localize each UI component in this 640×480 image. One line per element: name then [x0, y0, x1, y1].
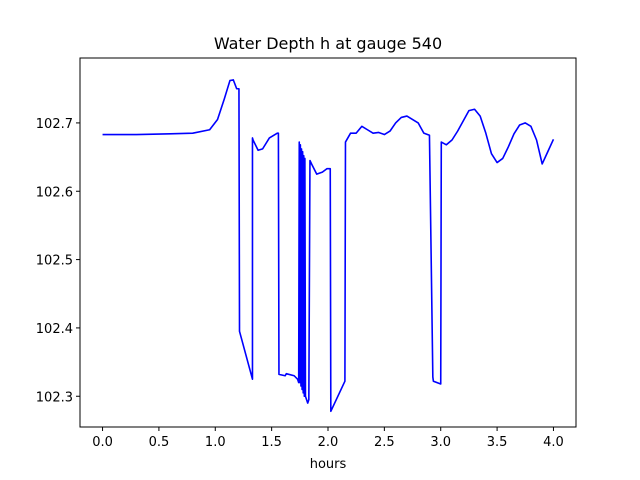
series-line-0: [102, 79, 555, 413]
y-tick-label: 102.4: [36, 322, 73, 337]
x-tick-label: 3.0: [430, 435, 451, 450]
x-tick-label: 1.5: [261, 435, 282, 450]
x-tick-label: 4.0: [543, 435, 564, 450]
plot-frame: [79, 57, 577, 428]
y-tick-label: 102.3: [36, 390, 73, 405]
x-tick-label: 3.5: [487, 435, 508, 450]
chart-title: Water Depth h at gauge 540: [214, 34, 442, 53]
x-tick-label: 0.5: [149, 435, 170, 450]
y-tick-label: 102.7: [36, 117, 73, 132]
x-tick-label: 2.5: [374, 435, 395, 450]
x-tick-label: 2.0: [318, 435, 339, 450]
y-tick-label: 102.6: [36, 185, 73, 200]
x-tick-label: 0.0: [92, 435, 113, 450]
y-tick-label: 102.5: [36, 254, 73, 269]
x-axis-label: hours: [310, 457, 347, 472]
x-tick-label: 1.0: [205, 435, 226, 450]
